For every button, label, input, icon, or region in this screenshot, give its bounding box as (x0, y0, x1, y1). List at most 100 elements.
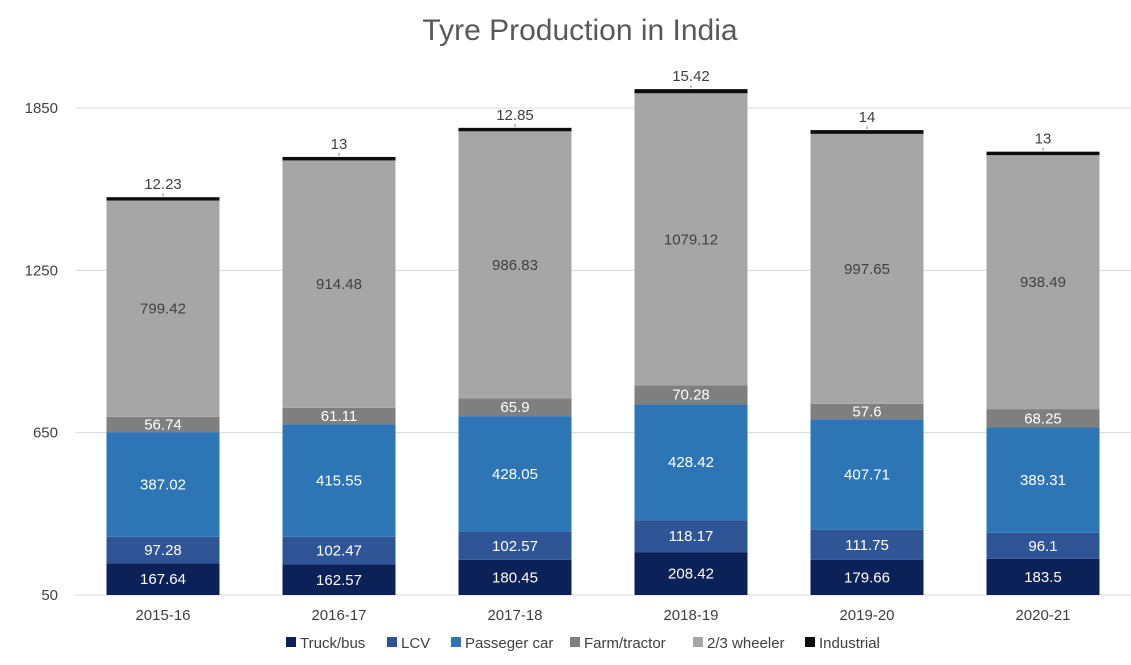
x-tick-label: 2016-17 (311, 607, 366, 624)
legend-label: 2/3 wheeler (707, 635, 785, 652)
legend: Truck/bus LCV Passeger car Farm/tractor 2/3 … (286, 635, 880, 652)
bar-segment (458, 559, 572, 595)
bar-segment (282, 156, 396, 161)
data-label: 387.02 (140, 476, 186, 493)
bar-segment (986, 558, 1100, 595)
data-label: 97.28 (144, 542, 182, 559)
data-label: 70.28 (672, 387, 710, 404)
bar-segment (282, 564, 396, 595)
y-tick-label: 50 (41, 587, 58, 604)
bar-segment (634, 520, 748, 553)
data-label: 61.11 (321, 408, 357, 425)
data-label: 118.17 (669, 528, 714, 545)
bar-segment (810, 419, 924, 530)
data-label: 183.5 (1024, 569, 1062, 586)
bar-segment (282, 536, 396, 565)
bar-segment (810, 529, 924, 560)
bar-segment (458, 131, 572, 399)
legend-label: Farm/tractor (584, 635, 666, 652)
data-label: 68.25 (1024, 410, 1062, 427)
legend-label: Truck/bus (300, 635, 365, 652)
data-label: 428.42 (668, 454, 714, 471)
bar-segment (282, 424, 396, 537)
bar-segment (810, 130, 924, 134)
bar-segment (810, 133, 924, 404)
bar-segment (634, 385, 748, 405)
data-label: 162.57 (316, 572, 362, 589)
data-label: 997.65 (844, 261, 890, 278)
data-label: 13 (1035, 131, 1052, 148)
data-label: 96.1 (1028, 538, 1057, 555)
bar-segment (634, 404, 748, 521)
data-label: 914.48 (316, 276, 362, 293)
data-labels: 167.64 97.28 387.02 56.74 799.42 12.23 162.57 1… (140, 68, 1066, 589)
x-tick-label: 2017-18 (487, 607, 542, 624)
data-label: 208.42 (668, 566, 714, 583)
bar-segment (986, 155, 1100, 410)
legend-swatch (286, 637, 296, 647)
y-tick-label: 1850 (25, 100, 58, 117)
x-tick-label: 2019-20 (839, 607, 894, 624)
data-label: 167.64 (140, 571, 186, 588)
x-tick-label: 2020-21 (1015, 607, 1070, 624)
y-tick-label: 650 (33, 425, 58, 442)
data-label: 415.55 (316, 473, 362, 490)
data-label: 102.57 (492, 538, 538, 555)
y-axis-ticks: 50 650 1250 1850 (25, 100, 58, 604)
bars (106, 89, 1100, 595)
legend-label: LCV (401, 635, 430, 652)
data-label: 1079.12 (664, 231, 718, 248)
bar-segment (106, 200, 220, 417)
data-label: 407.71 (844, 467, 890, 484)
bar-segment (106, 197, 220, 201)
data-label: 56.74 (144, 416, 182, 433)
bar-segment (634, 552, 748, 595)
data-label: 179.66 (844, 569, 890, 586)
data-label: 986.83 (492, 257, 538, 274)
data-label: 65.9 (500, 399, 529, 416)
legend-swatch (451, 637, 461, 647)
bar-segment (106, 432, 220, 537)
bar-segment (106, 536, 220, 564)
bar-segment (282, 160, 396, 408)
bar-segment (106, 563, 220, 595)
legend-swatch (693, 637, 703, 647)
bar-segment (634, 93, 748, 386)
data-label: 799.42 (140, 301, 186, 318)
legend-label: Passeger car (465, 635, 553, 652)
bar-segment (986, 409, 1100, 428)
x-tick-label: 2015-16 (135, 607, 190, 624)
legend-swatch (570, 637, 580, 647)
bar-segment (282, 407, 396, 425)
data-label: 12.23 (144, 176, 182, 193)
y-tick-label: 1250 (25, 262, 58, 279)
data-label: 389.31 (1020, 472, 1066, 489)
bar-segment (634, 89, 748, 94)
data-label: 102.47 (316, 543, 362, 560)
bar-segment (458, 398, 572, 417)
bar-segment (810, 403, 924, 420)
bar-segment (458, 531, 572, 560)
bar-segment (810, 559, 924, 595)
data-label: 15.42 (672, 68, 710, 85)
legend-swatch (387, 637, 397, 647)
x-tick-label: 2018-19 (663, 607, 718, 624)
bar-segment (986, 151, 1100, 156)
bar-segment (458, 127, 572, 132)
bar-segment (106, 416, 220, 433)
bar-segment (986, 532, 1100, 559)
legend-label: Industrial (819, 635, 880, 652)
data-label: 938.49 (1020, 274, 1066, 291)
legend-swatch (805, 637, 815, 647)
data-label: 57.6 (852, 404, 881, 421)
data-label: 12.85 (496, 107, 534, 124)
bar-segment (986, 427, 1100, 533)
data-label: 180.45 (492, 569, 538, 586)
data-label: 428.05 (492, 466, 538, 483)
x-axis-ticks: 2015-16 2016-17 2017-18 2018-19 2019-20 2020-… (135, 607, 1070, 624)
data-label: 13 (331, 136, 348, 153)
bar-segment (458, 416, 572, 532)
gridlines (75, 107, 1131, 596)
data-label: 111.75 (845, 537, 889, 554)
